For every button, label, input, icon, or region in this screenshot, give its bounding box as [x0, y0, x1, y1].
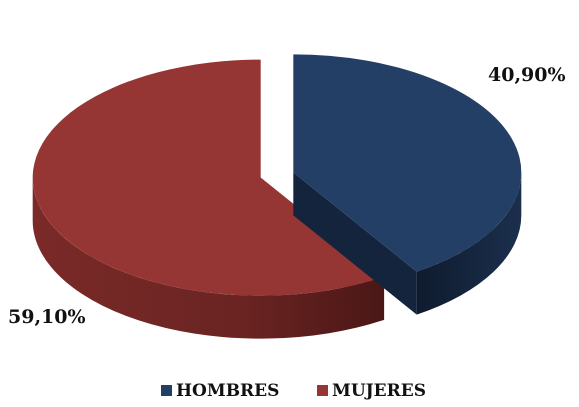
legend-item-hombres: HOMBRES [161, 381, 279, 401]
slice-mujeres-side [32, 177, 385, 339]
legend-swatch-mujeres [317, 385, 328, 396]
legend: HOMBRES MUJERES [161, 381, 426, 401]
slice-hombres [293, 54, 522, 315]
legend-label-hombres: HOMBRES [176, 381, 279, 401]
legend-label-mujeres: MUJERES [332, 381, 426, 401]
legend-item-mujeres: MUJERES [317, 381, 426, 401]
data-label-hombres: 40,90% [488, 64, 566, 86]
legend-swatch-hombres [161, 385, 172, 396]
data-label-mujeres: 59,10% [8, 306, 86, 328]
slice-hombres-side [416, 172, 522, 315]
slice-mujeres-top [32, 59, 385, 296]
slice-hombres-wall [293, 172, 417, 315]
slice-hombres-top [293, 54, 522, 272]
slice-mujeres [32, 59, 385, 339]
